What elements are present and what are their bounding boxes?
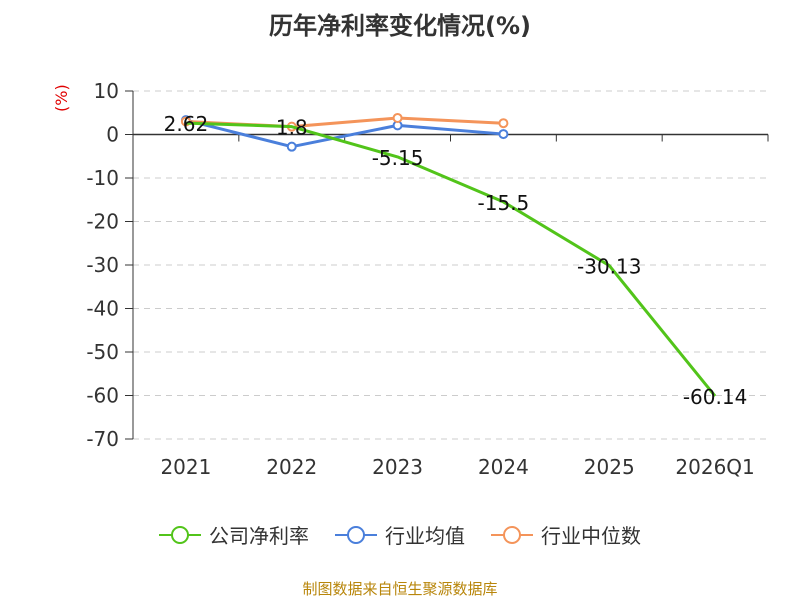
data-point <box>392 112 403 123</box>
legend: 公司净利率 行业均值 行业中位数 <box>0 520 800 549</box>
y-tick-label: -60 <box>86 384 119 408</box>
series-line <box>185 121 717 398</box>
y-tick-label: 10 <box>94 79 119 103</box>
source-note: 制图数据来自恒生聚源数据库 <box>302 580 498 598</box>
legend-item-industry-median[interactable]: 行业中位数 <box>491 520 641 549</box>
x-tick-label: 2025 <box>584 455 635 479</box>
y-tick-label: -20 <box>86 210 119 234</box>
data-label: -60.14 <box>683 385 747 409</box>
y-tick-label: -70 <box>86 427 119 451</box>
x-tick-label: 2026Q1 <box>675 455 754 479</box>
x-tick-label: 2023 <box>372 455 423 479</box>
y-tick-label: 0 <box>106 123 119 147</box>
legend-line-circle-icon <box>335 525 377 544</box>
x-tick-label: 2021 <box>160 455 211 479</box>
series-line <box>185 118 504 149</box>
y-tick-label: -40 <box>86 297 119 321</box>
data-point <box>286 141 297 152</box>
data-point <box>498 129 509 140</box>
legend-label: 行业中位数 <box>541 524 641 548</box>
data-label: -15.5 <box>478 191 530 215</box>
x-tick-label: 2024 <box>478 455 529 479</box>
data-label: 2.62 <box>164 112 209 136</box>
data-label: -30.13 <box>577 255 641 279</box>
data-label: 1.8 <box>276 116 308 140</box>
y-tick-label: -10 <box>86 166 119 190</box>
data-label: -5.15 <box>372 146 424 170</box>
data-point <box>498 118 509 129</box>
y-tick-label: -30 <box>86 253 119 277</box>
legend-item-company-net-margin[interactable]: 公司净利率 <box>159 520 309 549</box>
legend-label: 行业均值 <box>385 524 465 548</box>
legend-label: 公司净利率 <box>209 524 309 548</box>
legend-line-circle-icon <box>491 525 533 544</box>
legend-item-industry-mean[interactable]: 行业均值 <box>335 520 465 549</box>
legend-line-circle-icon <box>159 525 201 544</box>
chart-title: 历年净利率变化情况(%) <box>269 12 531 40</box>
x-tick-label: 2022 <box>266 455 317 479</box>
y-tick-label: -50 <box>86 340 119 364</box>
